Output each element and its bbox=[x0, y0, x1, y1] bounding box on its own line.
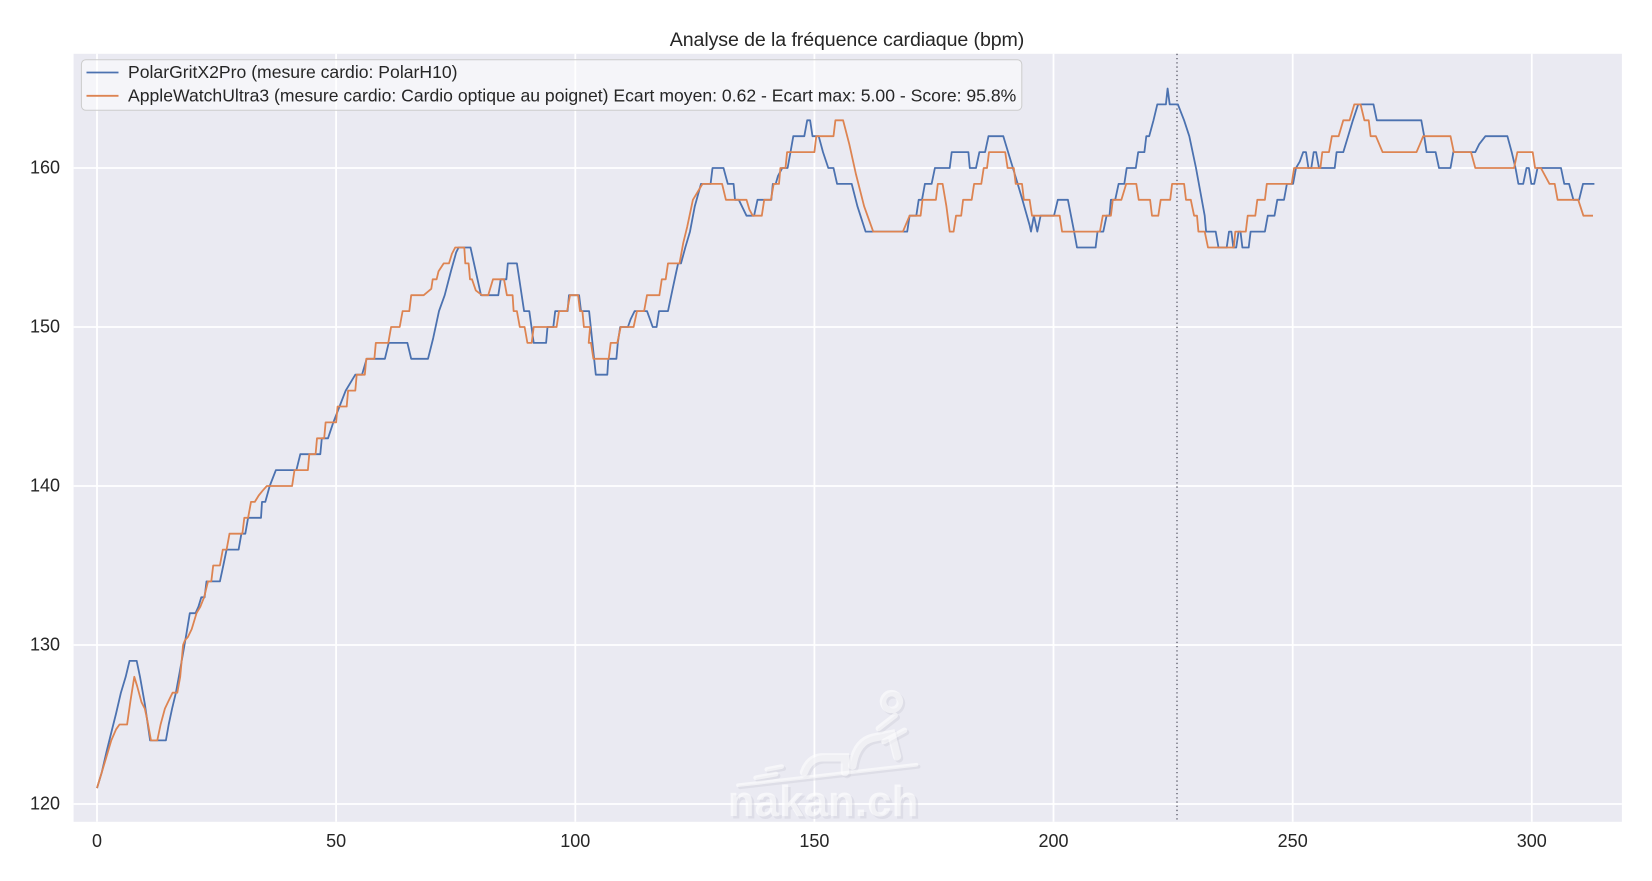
svg-text:0: 0 bbox=[92, 831, 102, 851]
svg-text:300: 300 bbox=[1517, 831, 1547, 851]
svg-text:PolarGritX2Pro (mesure cardio:: PolarGritX2Pro (mesure cardio: PolarH10) bbox=[128, 62, 458, 82]
svg-text:nakan.ch: nakan.ch bbox=[730, 780, 921, 829]
svg-text:150: 150 bbox=[799, 831, 829, 851]
svg-text:200: 200 bbox=[1038, 831, 1068, 851]
svg-text:160: 160 bbox=[30, 158, 60, 178]
svg-text:150: 150 bbox=[30, 317, 60, 337]
svg-text:100: 100 bbox=[560, 831, 590, 851]
svg-text:50: 50 bbox=[326, 831, 346, 851]
svg-text:140: 140 bbox=[30, 476, 60, 496]
svg-text:130: 130 bbox=[30, 635, 60, 655]
svg-text:Analyse de la fréquence cardia: Analyse de la fréquence cardiaque (bpm) bbox=[670, 29, 1024, 51]
svg-text:120: 120 bbox=[30, 794, 60, 814]
svg-text:nakan.ch: nakan.ch bbox=[728, 777, 919, 826]
svg-text:AppleWatchUltra3 (mesure cardi: AppleWatchUltra3 (mesure cardio: Cardio … bbox=[128, 85, 1017, 105]
svg-text:250: 250 bbox=[1278, 831, 1308, 851]
